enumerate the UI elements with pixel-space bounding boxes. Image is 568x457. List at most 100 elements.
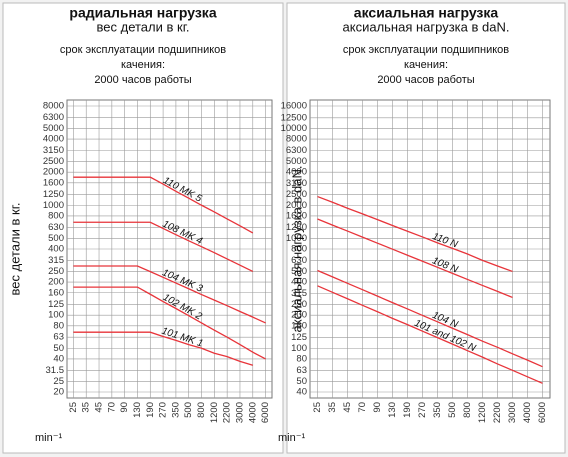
chart-title: аксиальная нагрузка <box>354 5 499 21</box>
y-tick-label: 8000 <box>286 134 307 145</box>
x-tick-label: 500 <box>447 402 458 418</box>
y-tick-label: 4000 <box>286 167 307 178</box>
x-tick-label: 70 <box>106 402 117 413</box>
y-tick-label: 400 <box>48 244 64 255</box>
y-tick-label: 25 <box>53 376 64 387</box>
y-tick-label: 40 <box>296 387 307 398</box>
y-tick-label: 1600 <box>286 210 307 221</box>
y-tick-label: 630 <box>48 222 64 233</box>
x-tick-label: 35 <box>81 402 92 413</box>
x-axis-label: min⁻¹ <box>35 432 63 444</box>
series-line <box>73 176 254 234</box>
series-line <box>317 285 543 384</box>
y-tick-label: 50 <box>296 376 307 387</box>
x-tick-label: 500 <box>183 402 194 418</box>
note: 2000 часов работы <box>94 74 191 86</box>
y-tick-label: 315 <box>48 255 64 266</box>
chart-subtitle: вес детали в кг. <box>97 19 190 34</box>
y-tick-label: 160 <box>291 320 307 331</box>
y-axis-label: аксиальная нагрузка в daN. <box>289 166 304 333</box>
series-line <box>317 195 513 273</box>
x-tick-label: 70 <box>357 402 368 413</box>
y-tick-label: 500 <box>291 266 307 277</box>
y-tick-label: 2500 <box>43 156 64 167</box>
y-tick-label: 50 <box>53 343 64 354</box>
y-tick-label: 16000 <box>281 101 307 112</box>
y-tick-label: 250 <box>291 299 307 310</box>
note: срок эксплуатации подшипников <box>60 44 226 56</box>
y-tick-label: 3150 <box>43 145 64 156</box>
y-tick-label: 800 <box>48 210 64 221</box>
y-tick-label: 400 <box>291 277 307 288</box>
x-tick-label: 45 <box>94 402 105 413</box>
y-tick-label: 1250 <box>43 189 64 200</box>
x-tick-label: 25 <box>312 402 323 413</box>
y-tick-label: 5000 <box>43 123 64 134</box>
x-tick-label: 350 <box>432 402 443 418</box>
x-tick-label: 45 <box>342 402 353 413</box>
y-tick-label: 4000 <box>43 134 64 145</box>
x-tick-label: 4000 <box>522 402 533 423</box>
y-tick-label: 630 <box>291 255 307 266</box>
x-tick-label: 130 <box>132 402 143 418</box>
y-tick-label: 315 <box>291 288 307 299</box>
note: срок эксплуатации подшипников <box>343 44 509 56</box>
series-line <box>317 218 513 299</box>
series-line <box>73 331 253 366</box>
note: качения: <box>121 59 165 71</box>
x-tick-label: 800 <box>462 402 473 418</box>
y-tick-label: 6300 <box>286 145 307 156</box>
x-tick-label: 90 <box>372 402 383 413</box>
x-tick-label: 35 <box>327 402 338 413</box>
series-line <box>73 265 266 324</box>
x-tick-label: 6000 <box>537 402 548 423</box>
y-axis-label: вес детали в кг. <box>7 203 22 296</box>
y-tick-label: 31.5 <box>46 365 65 376</box>
series-line <box>317 269 543 368</box>
x-tick-label: 3000 <box>234 402 245 423</box>
y-tick-label: 500 <box>48 233 64 244</box>
y-tick-label: 40 <box>53 353 64 364</box>
y-tick-label: 250 <box>48 266 64 277</box>
chart-subtitle: аксиальная нагрузка в daN. <box>343 19 510 34</box>
x-tick-label: 130 <box>387 402 398 418</box>
x-tick-label: 1200 <box>477 402 488 423</box>
x-tick-label: 270 <box>417 402 428 418</box>
series-line <box>73 286 266 360</box>
y-tick-label: 12500 <box>281 112 307 123</box>
y-tick-label: 200 <box>291 310 307 321</box>
note: качения: <box>404 59 448 71</box>
y-tick-label: 100 <box>48 310 64 321</box>
y-tick-label: 2000 <box>43 167 64 178</box>
y-tick-label: 1000 <box>286 233 307 244</box>
y-tick-label: 63 <box>53 332 64 343</box>
y-tick-label: 160 <box>48 287 64 298</box>
y-tick-label: 1000 <box>43 200 64 211</box>
y-tick-label: 1250 <box>286 222 307 233</box>
x-tick-label: 270 <box>158 402 169 418</box>
y-tick-label: 8000 <box>43 101 64 112</box>
y-tick-label: 2000 <box>286 200 307 211</box>
x-tick-label: 2200 <box>222 402 233 423</box>
x-axis-label: min⁻¹ <box>278 432 306 444</box>
x-tick-label: 3000 <box>507 402 518 423</box>
y-tick-label: 1600 <box>43 177 64 188</box>
y-tick-label: 10000 <box>281 123 307 134</box>
y-tick-label: 100 <box>291 343 307 354</box>
y-tick-label: 80 <box>53 320 64 331</box>
x-tick-label: 1200 <box>209 402 220 423</box>
x-tick-label: 800 <box>196 402 207 418</box>
chart-title: радиальная нагрузка <box>69 5 216 21</box>
y-tick-label: 5000 <box>286 156 307 167</box>
x-tick-label: 4000 <box>247 402 258 423</box>
y-tick-label: 2500 <box>286 189 307 200</box>
y-tick-label: 6300 <box>43 112 64 123</box>
y-tick-label: 20 <box>53 387 64 398</box>
y-tick-label: 200 <box>48 277 64 288</box>
series-line <box>73 221 254 273</box>
x-tick-label: 25 <box>68 402 79 413</box>
x-tick-label: 90 <box>119 402 130 413</box>
y-tick-label: 3150 <box>286 178 307 189</box>
x-tick-label: 6000 <box>260 402 271 423</box>
